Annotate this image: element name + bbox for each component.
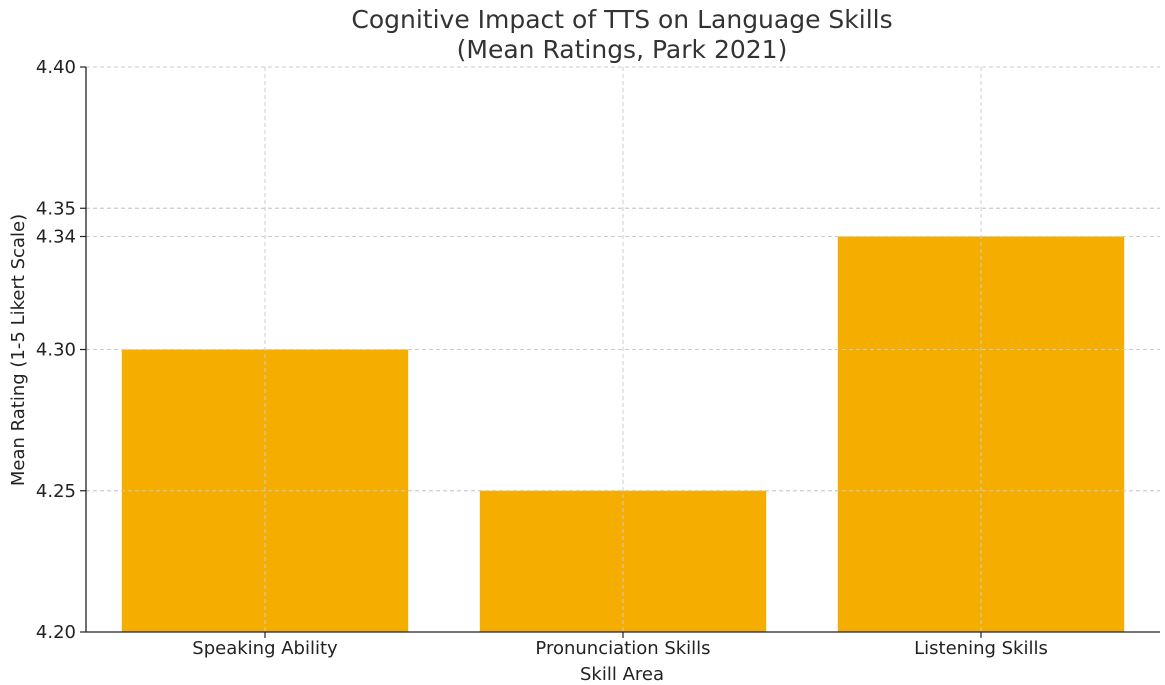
y-tick-label: 4.20	[36, 622, 76, 643]
y-axis-label: Mean Rating (1-5 Likert Scale)	[8, 214, 29, 486]
axis-layer: Cognitive Impact of TTS on Language Skil…	[8, 5, 1160, 685]
chart-title-line-1: Cognitive Impact of TTS on Language Skil…	[351, 5, 892, 34]
x-axis-label: Skill Area	[580, 664, 664, 685]
y-tick-label: 4.34	[36, 227, 76, 248]
y-tick-label: 4.25	[36, 481, 76, 502]
x-tick-label: Pronunciation Skills	[535, 638, 710, 659]
bar-layer	[86, 66, 1160, 633]
y-tick-label: 4.35	[36, 198, 76, 219]
y-tick-label: 4.30	[36, 340, 76, 361]
y-tick-label: 4.40	[36, 57, 76, 78]
x-tick-label: Speaking Ability	[192, 638, 338, 659]
x-tick-label: Listening Skills	[914, 638, 1048, 659]
chart-title-line-2: (Mean Ratings, Park 2021)	[457, 35, 788, 64]
